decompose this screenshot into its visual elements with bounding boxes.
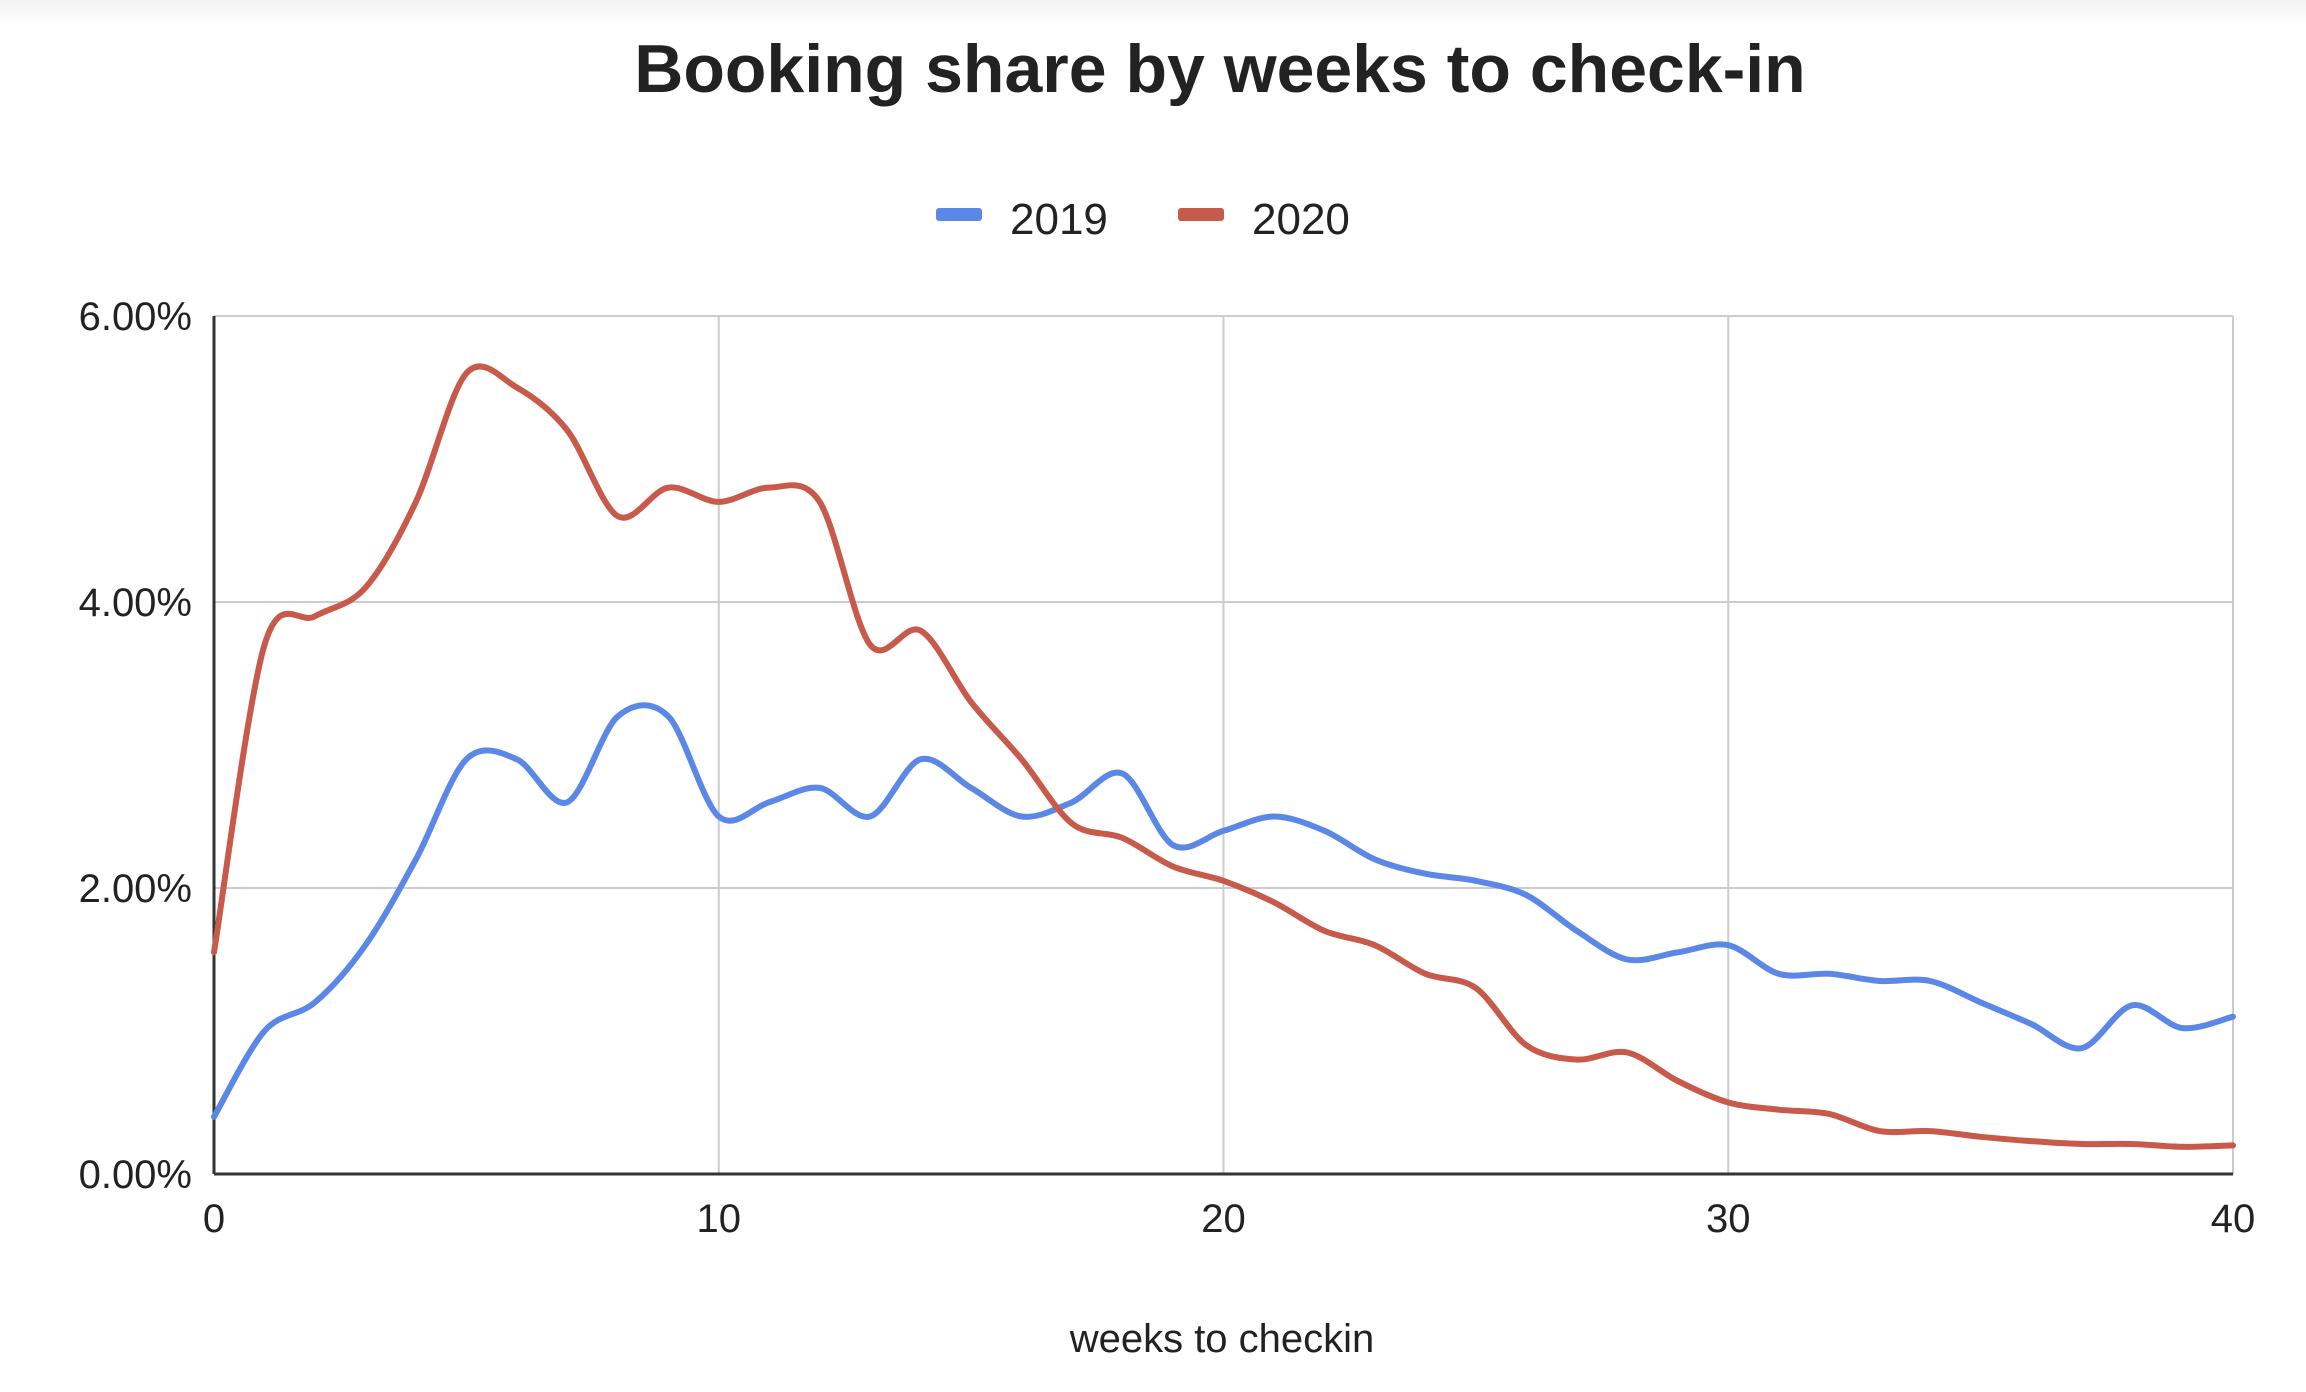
series-lines (211, 363, 2236, 1150)
x-axis-title: weeks to checkin (1069, 1317, 1375, 1361)
y-axis-ticks: 0.00% 2.00% 4.00% 6.00% (79, 295, 192, 1197)
axes (212, 316, 2233, 1176)
series-line-2020 (211, 363, 2236, 1150)
legend: 2019 2020 (936, 195, 1350, 244)
x-tick-label: 40 (2211, 1197, 2256, 1241)
legend-swatch-2020 (1178, 208, 1224, 221)
x-tick-label: 30 (1706, 1197, 1751, 1241)
x-tick-label: 10 (697, 1197, 742, 1241)
x-tick-label: 20 (1201, 1197, 1246, 1241)
y-tick-label: 4.00% (79, 581, 192, 625)
x-tick-label: 0 (203, 1197, 225, 1241)
x-axis-ticks: 0 10 20 30 40 (203, 1197, 2255, 1241)
y-tick-label: 2.00% (79, 867, 192, 911)
legend-swatch-2019 (936, 208, 982, 221)
gridlines (214, 315, 2234, 1174)
y-tick-label: 0.00% (79, 1153, 192, 1197)
series-line-2019 (211, 702, 2236, 1120)
chart-title: Booking share by weeks to check-in (634, 31, 1805, 107)
window-top-band (0, 0, 2306, 26)
legend-label-2019: 2019 (1010, 195, 1108, 244)
legend-label-2020: 2020 (1252, 195, 1350, 244)
y-tick-label: 6.00% (79, 295, 192, 339)
